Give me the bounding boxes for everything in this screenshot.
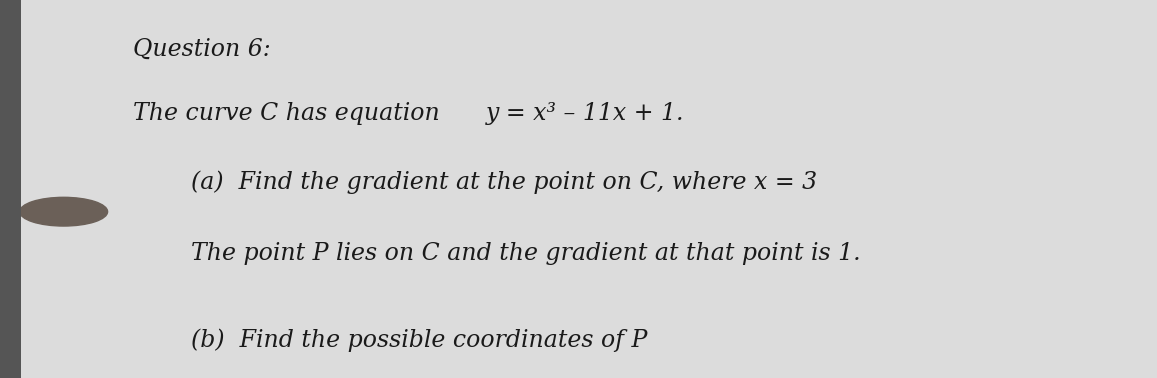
Text: The curve C has equation: The curve C has equation xyxy=(133,102,440,125)
Text: y = x³ – 11x + 1.: y = x³ – 11x + 1. xyxy=(486,102,685,125)
Text: (b)  Find the possible coordinates of P: (b) Find the possible coordinates of P xyxy=(191,329,647,352)
Text: Question 6:: Question 6: xyxy=(133,38,271,61)
Circle shape xyxy=(20,197,108,226)
Text: (a)  Find the gradient at the point on C, where x = 3: (a) Find the gradient at the point on C,… xyxy=(191,170,817,194)
FancyBboxPatch shape xyxy=(0,0,21,378)
Text: The point P lies on C and the gradient at that point is 1.: The point P lies on C and the gradient a… xyxy=(191,242,861,265)
